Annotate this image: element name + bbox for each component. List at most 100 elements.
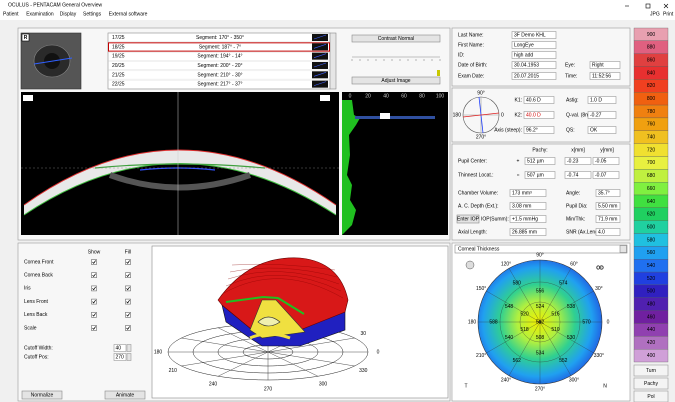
checkbox[interactable]	[91, 285, 97, 292]
field-value: 3F Demo KHL	[514, 32, 546, 38]
scale-button[interactable]	[633, 364, 669, 377]
field-value: 30.04.1953	[514, 62, 539, 68]
segment-thumb	[312, 71, 328, 79]
field-box	[589, 72, 621, 80]
rim-line	[225, 295, 305, 315]
density-marker	[355, 116, 435, 119]
button-label: Contrast Normal	[378, 36, 414, 42]
k-label: K1:	[514, 97, 522, 103]
iop-button[interactable]	[456, 214, 480, 224]
field-value: Right	[592, 62, 604, 68]
action-button[interactable]	[21, 390, 63, 400]
checkmark	[126, 273, 130, 278]
checkbox[interactable]	[125, 285, 131, 292]
polar-spoke	[181, 351, 269, 367]
map-value: 520	[520, 312, 529, 318]
maximize-icon[interactable]	[645, 3, 651, 9]
checkbox[interactable]	[125, 272, 131, 279]
adjust-button[interactable]	[351, 76, 441, 85]
checkbox[interactable]	[91, 298, 97, 305]
segment-row[interactable]	[108, 79, 330, 89]
map-value: 574	[559, 281, 568, 287]
checkbox[interactable]	[91, 325, 97, 331]
checkbox[interactable]	[125, 259, 131, 265]
map-value: 510	[551, 327, 560, 333]
checkbox[interactable]	[91, 259, 97, 265]
scale-label: 880	[647, 45, 656, 51]
chamber-label: SNR (Ax.Length):	[566, 229, 605, 235]
map-dropdown[interactable]	[454, 244, 628, 254]
field-box	[511, 31, 557, 39]
pachy-value: 507 µm	[527, 172, 544, 178]
scale-label: 900	[647, 32, 656, 38]
menu-item[interactable]: Display	[60, 11, 77, 17]
scale-button[interactable]	[633, 390, 669, 402]
menu-item[interactable]: External software	[109, 11, 148, 17]
field-label: Eye:	[565, 62, 575, 68]
segment-thumb-line	[313, 81, 327, 86]
scale-label: 540	[647, 263, 656, 269]
field-box	[587, 126, 617, 134]
title-bar	[0, 0, 675, 20]
density-tick: 60	[401, 93, 407, 99]
k-label: Axis (steep):	[494, 127, 522, 133]
map-spoke	[486, 290, 541, 323]
eye-label: OD	[596, 265, 604, 271]
button-label: Turn	[646, 368, 656, 374]
pachy-symbol: ○	[516, 172, 519, 178]
option-label: Lens Front	[24, 299, 49, 305]
density-tick: 100	[436, 93, 445, 99]
option-label: Cornea Back	[24, 273, 53, 279]
checkbox[interactable]	[125, 311, 131, 318]
option-label: Scale	[24, 325, 37, 331]
segment-row[interactable]	[108, 70, 330, 80]
menu-item[interactable]: Settings	[83, 11, 102, 17]
map-value: 556	[536, 288, 545, 294]
option-label: Cornea Front	[24, 259, 54, 265]
segment-row[interactable]	[108, 51, 330, 61]
menu-item[interactable]: Examination	[26, 11, 54, 17]
indicator	[437, 70, 440, 76]
field-box	[564, 171, 592, 179]
spin-box[interactable]	[113, 353, 127, 361]
pachy-value: 512 µm	[527, 158, 544, 164]
k-label: K2:	[514, 112, 522, 118]
checkbox[interactable]	[125, 325, 131, 331]
button-label: Pol	[647, 394, 654, 400]
segment-row[interactable]	[108, 42, 330, 52]
tool-button[interactable]: Print	[663, 11, 674, 17]
map-value: 570	[582, 319, 591, 325]
polar-label: 300	[319, 381, 328, 387]
button-label: Normalize	[31, 393, 54, 399]
contrast-button[interactable]	[351, 34, 441, 43]
scrollbar[interactable]	[329, 32, 337, 90]
checkmark	[92, 286, 96, 291]
segment-index: 17/25	[112, 35, 125, 41]
map-spoke	[508, 268, 541, 323]
scale-label: 520	[647, 276, 656, 282]
k-diagram-label: 180	[453, 112, 462, 118]
checkbox[interactable]	[125, 298, 131, 305]
k-value: 40.0 D	[526, 112, 541, 118]
k-label: Astig:	[566, 97, 579, 103]
density-tick: 0	[349, 93, 352, 99]
segment-row[interactable]	[108, 61, 330, 70]
segment-row[interactable]	[108, 33, 330, 43]
chamber-label: Min/Thk:	[566, 216, 585, 222]
tool-button[interactable]: JPG	[650, 11, 660, 17]
dropdown-arrow[interactable]	[619, 245, 627, 253]
action-button[interactable]	[104, 390, 146, 400]
spin-button[interactable]	[126, 353, 132, 361]
polar-label: 0	[377, 349, 380, 355]
lower-rim	[249, 332, 291, 340]
spin-box[interactable]	[113, 344, 127, 352]
spin-button[interactable]	[126, 344, 132, 352]
segment-thumb-line	[313, 62, 327, 68]
map-value: 552	[559, 358, 568, 364]
menu-item[interactable]: Patient	[3, 11, 19, 17]
mesh-line	[225, 275, 342, 292]
checkbox[interactable]	[91, 311, 97, 318]
scale-button[interactable]	[633, 377, 669, 390]
k-value: OK	[590, 127, 598, 133]
checkbox[interactable]	[91, 272, 97, 279]
